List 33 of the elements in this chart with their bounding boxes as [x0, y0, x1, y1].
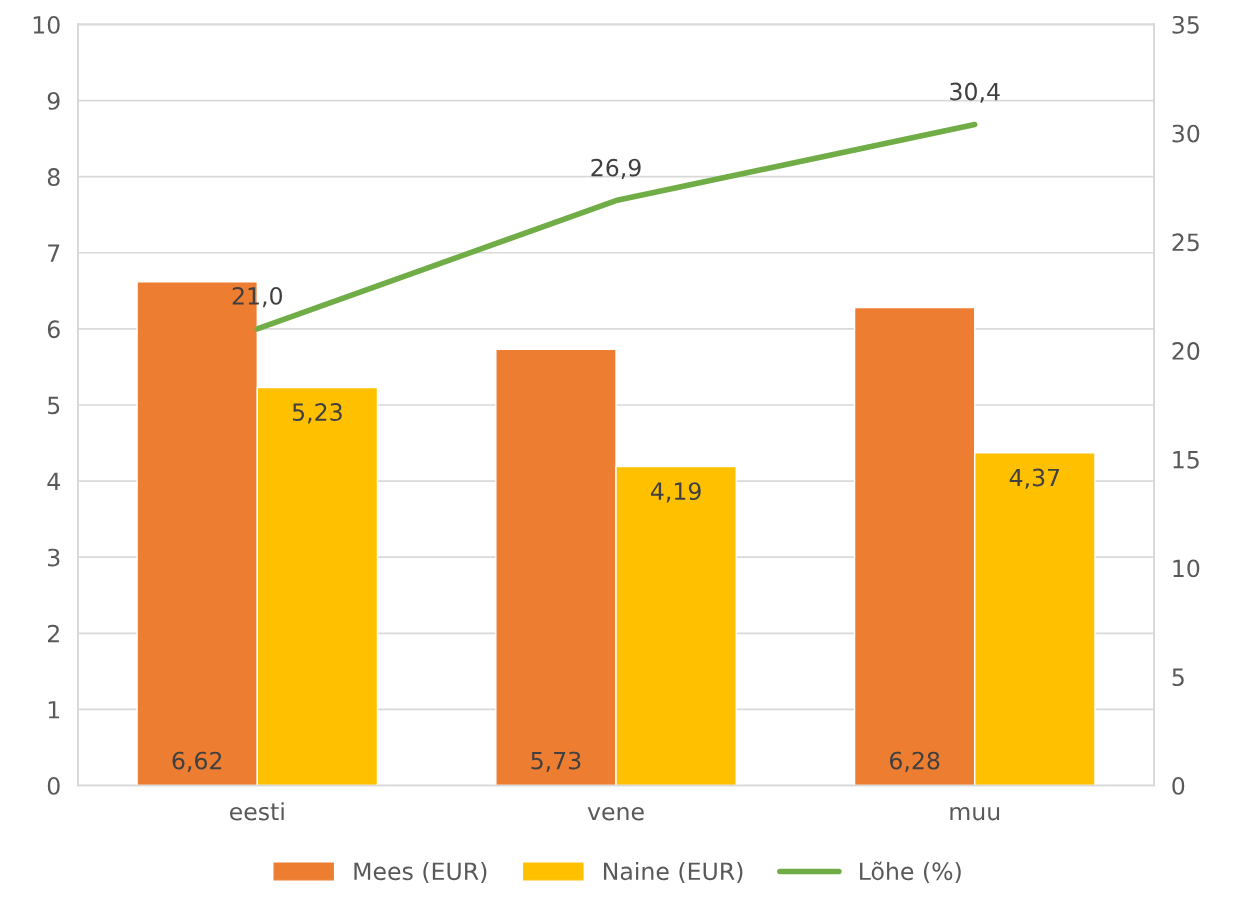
- y-tick-label: 8: [47, 168, 60, 186]
- y-tick-label: 4: [47, 472, 60, 491]
- x-tick-label: eesti: [230, 802, 284, 821]
- x-tick-label: vene: [587, 806, 644, 821]
- legend-label: Lõhe (%): [860, 861, 961, 883]
- data-label: 6,62: [172, 751, 222, 772]
- y2-tick-label: 35: [1172, 15, 1199, 34]
- y-tick-label: 6: [47, 320, 60, 339]
- data-label: 5,73: [531, 751, 581, 772]
- x-tick-label: muu: [950, 806, 1000, 821]
- y2-tick-label: 20: [1172, 342, 1200, 360]
- y2-tick-label: 25: [1172, 233, 1199, 252]
- y2-tick-label: 30: [1172, 124, 1200, 143]
- y2-tick-label: 0: [1172, 776, 1185, 795]
- data-label: 4,19: [650, 482, 701, 503]
- y-tick-label: 9: [47, 92, 60, 110]
- data-label: 6,28: [890, 751, 940, 772]
- y2-tick-label: 15: [1173, 451, 1199, 469]
- y-tick-label: 2: [47, 624, 59, 643]
- y-tick-label: 3: [48, 548, 60, 567]
- data-label: 5,23: [292, 403, 342, 424]
- y2-tick-label: 5: [1172, 668, 1184, 687]
- y-tick-label: 7: [48, 244, 60, 262]
- y2-tick-label: 10: [1173, 559, 1200, 578]
- y-tick-label: 1: [48, 701, 60, 719]
- legend-label: Naine (EUR): [604, 861, 743, 883]
- y-tick-label: 0: [47, 776, 60, 795]
- legend-label: Mees (EUR): [354, 861, 487, 883]
- y-tick-label: 5: [48, 396, 60, 415]
- data-label: 4,37: [1009, 468, 1060, 489]
- y-tick-label: 10: [33, 15, 60, 34]
- data-label: 26,9: [591, 158, 641, 179]
- data-label: 30,4: [950, 82, 1000, 103]
